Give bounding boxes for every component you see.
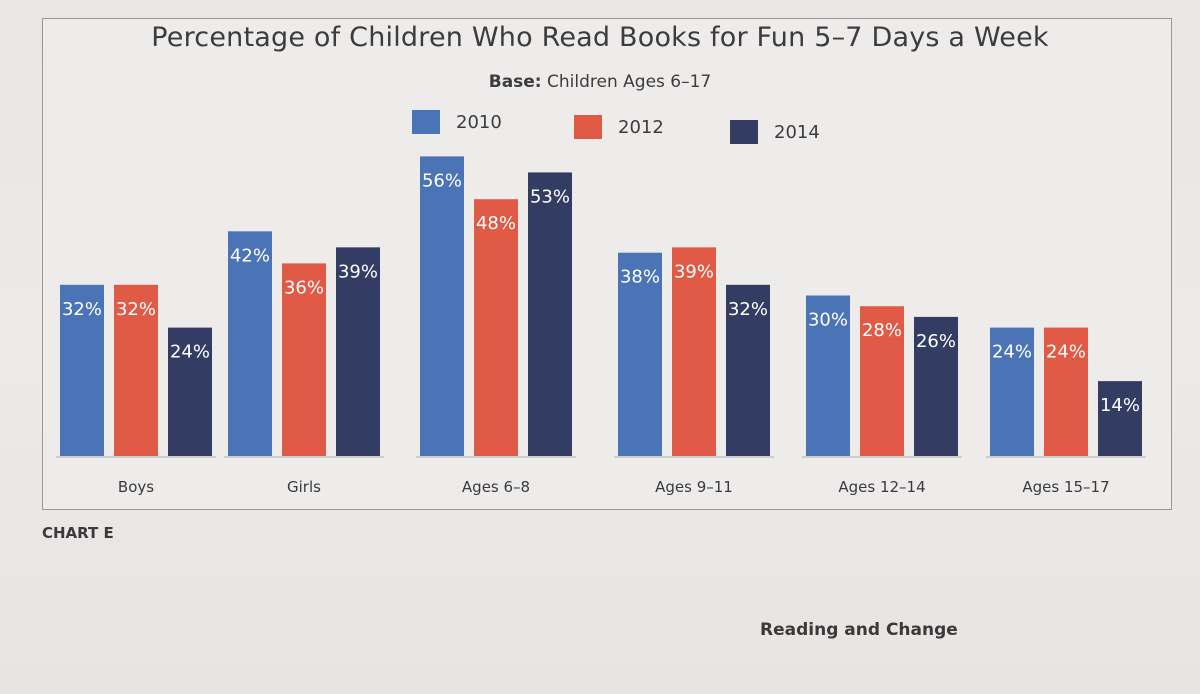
legend-swatch (574, 115, 602, 139)
category-label: Ages 9–11 (655, 478, 733, 496)
bar-value-label: 32% (62, 299, 102, 320)
bar-value-label: 28% (862, 320, 902, 341)
bar-2014-0 (168, 327, 212, 456)
legend-label: 2014 (774, 121, 820, 143)
bar-2010-5 (990, 327, 1034, 456)
bar-2010-2 (420, 156, 464, 456)
bar-2014-3 (726, 284, 770, 456)
bar-2012-4 (860, 306, 904, 456)
category-label: Ages 15–17 (1022, 478, 1109, 496)
bar-value-label: 42% (230, 245, 270, 266)
bar-2010-4 (806, 295, 850, 456)
legend-label: 2010 (456, 111, 502, 133)
category-label: Boys (118, 478, 154, 496)
bar-2010-1 (228, 231, 272, 456)
bar-2010-0 (60, 284, 104, 456)
legend-swatch (412, 110, 440, 134)
legend-swatch (730, 120, 758, 144)
bar-value-label: 24% (170, 342, 210, 363)
bar-value-label: 48% (476, 213, 516, 234)
bar-2014-4 (914, 316, 958, 456)
bar-value-label: 32% (116, 299, 156, 320)
bar-2014-1 (336, 247, 380, 456)
bar-value-label: 53% (530, 186, 570, 207)
bar-value-label: 38% (620, 267, 660, 288)
legend-label: 2012 (618, 116, 664, 138)
legend-item-2012: 2012 (574, 115, 664, 139)
subtitle-base-value: Children Ages 6–17 (541, 72, 712, 92)
bar-2012-0 (114, 284, 158, 456)
bar-value-label: 32% (728, 299, 768, 320)
page-footer: Reading and Change (760, 620, 958, 640)
bar-value-label: 39% (338, 261, 378, 282)
bar-2012-3 (672, 247, 716, 456)
bar-value-label: 56% (422, 170, 462, 191)
bar-2012-1 (282, 263, 326, 456)
bar-value-label: 24% (992, 342, 1032, 363)
bar-2012-2 (474, 199, 518, 456)
legend-item-2010: 2010 (412, 110, 502, 134)
bar-2012-5 (1044, 327, 1088, 456)
category-label: Ages 6–8 (462, 478, 530, 496)
bar-value-label: 39% (674, 261, 714, 282)
chart-title: Percentage of Children Who Read Books fo… (151, 22, 1049, 53)
bar-value-label: 36% (284, 277, 324, 298)
bar-2014-5 (1098, 381, 1142, 456)
category-label: Ages 12–14 (838, 478, 925, 496)
bar-value-label: 26% (916, 331, 956, 352)
bar-2010-3 (618, 252, 662, 456)
bar-value-label: 30% (808, 310, 848, 331)
bar-value-label: 24% (1046, 342, 1086, 363)
bar-2014-2 (528, 172, 572, 456)
bar-value-label: 14% (1100, 395, 1140, 416)
chart-subtitle: Base: Children Ages 6–17 (0, 72, 1200, 92)
subtitle-base-label: Base: (488, 72, 542, 92)
chart-label: CHART E (42, 524, 114, 542)
legend-item-2014: 2014 (730, 120, 820, 144)
category-label: Girls (287, 478, 321, 496)
